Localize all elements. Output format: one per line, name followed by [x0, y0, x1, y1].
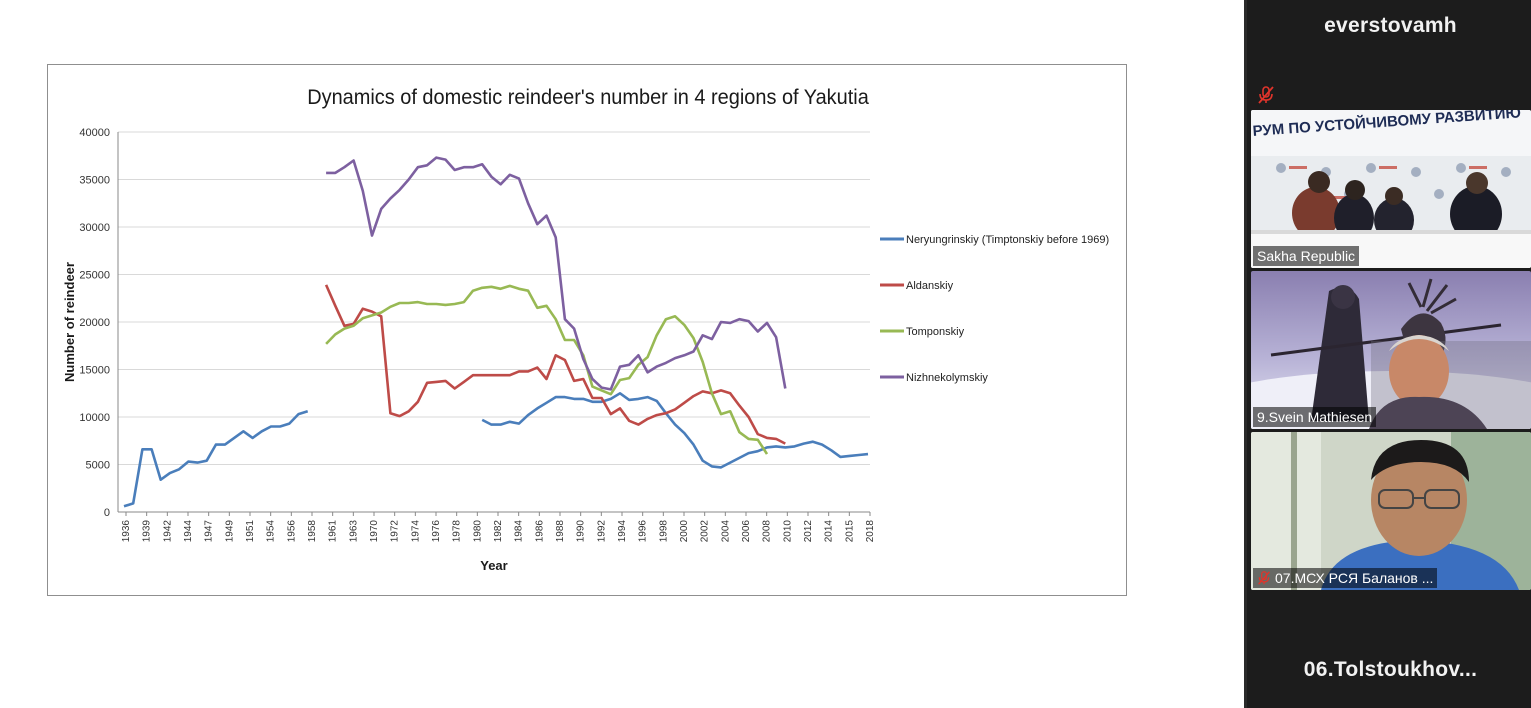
- video-feed: РУМ ПО УСТОЙЧИВОМУ РАЗВИТИЮ: [1251, 110, 1531, 268]
- chart-title: Dynamics of domestic reindeer's number i…: [307, 86, 869, 110]
- y-tick-label: 10000: [79, 412, 110, 424]
- y-tick-label: 25000: [79, 270, 110, 282]
- x-tick-label: 1939: [142, 520, 153, 543]
- legend-label: Nizhnekolymskiy: [906, 372, 988, 384]
- x-tick-label: 1994: [617, 520, 628, 543]
- x-tick-label: 1978: [452, 520, 463, 543]
- x-tick-label: 1996: [638, 520, 649, 543]
- x-tick-label: 2000: [679, 520, 690, 543]
- series-line-nizhnekolymskiy: [326, 156, 787, 391]
- participant-tile-svein-mathiesen[interactable]: 9.Svein Mathiesen: [1251, 271, 1531, 429]
- x-tick-label: 1976: [431, 520, 442, 543]
- x-tick-label: 2008: [762, 520, 773, 543]
- participant-name: 07.МСХ РСЯ Баланов ...: [1253, 568, 1438, 588]
- video-feed: [1251, 432, 1531, 590]
- y-axis-title: Number of reindeer: [62, 262, 77, 382]
- x-tick-label: 1998: [658, 520, 669, 543]
- x-axis-title: Year: [480, 558, 507, 573]
- x-tick-label: 1961: [328, 520, 339, 543]
- x-tick-label: 2014: [824, 520, 835, 543]
- x-tick-label: 1954: [266, 520, 277, 543]
- shared-screen: 0 5000 10000 15000 20000 25000 30000 35000 40000…: [47, 64, 1127, 596]
- video-feed: [1251, 271, 1531, 429]
- muted-mic-icon: [1258, 86, 1274, 104]
- y-tick-label: 0: [104, 507, 110, 519]
- x-tick-label: 1936: [121, 520, 132, 543]
- participant-tile-sakha-republic[interactable]: РУМ ПО УСТОЙЧИВОМУ РАЗВИТИЮ Sakha Republ…: [1251, 110, 1531, 268]
- y-tick-label: 20000: [79, 317, 110, 329]
- y-tick-label: 5000: [86, 460, 110, 472]
- participants-panel: everstovamh РУМ ПО УСТОЙЧИВОМУ РАЗВИТИЮ: [1244, 0, 1531, 708]
- participant-name-text: Sakha Republic: [1257, 248, 1356, 264]
- legend-label: Tomponskiy: [906, 326, 965, 338]
- x-tick-label: 1984: [514, 520, 525, 543]
- x-tick-label: 1956: [286, 520, 297, 543]
- participant-name-text: 07.МСХ РСЯ Баланов ...: [1275, 570, 1434, 586]
- muted-mic-icon: [1258, 571, 1270, 585]
- legend-label: Aldanskiy: [906, 280, 954, 292]
- y-tick-label: 40000: [79, 127, 110, 139]
- host-name: everstovamh: [1324, 14, 1457, 37]
- x-tick-label: 1988: [555, 520, 566, 543]
- y-tick-label: 35000: [79, 175, 110, 187]
- x-tick-label: 1990: [576, 520, 587, 543]
- series-line-aldanskiy: [324, 284, 786, 445]
- legend-label: Neryungrinskiy (Timptonskiy before 1969): [906, 234, 1109, 246]
- x-tick-label: 2010: [782, 520, 793, 543]
- participant-name: 9.Svein Mathiesen: [1253, 407, 1377, 427]
- line-chart: 0 5000 10000 15000 20000 25000 30000 35000 40000…: [62, 86, 1109, 573]
- x-tick-label: 2012: [803, 520, 814, 543]
- active-speaker-name: 06.Tolstoukhov...: [1303, 658, 1478, 681]
- x-tick-label: 1992: [596, 520, 607, 543]
- series-line-tomponskiy: [325, 284, 769, 455]
- y-tick-label: 30000: [79, 222, 110, 234]
- x-tick-label: 2006: [741, 520, 752, 543]
- x-tick-label: 1980: [472, 520, 483, 543]
- participant-name: Sakha Republic: [1253, 246, 1360, 266]
- participant-tile-balanov[interactable]: 07.МСХ РСЯ Баланов ...: [1251, 432, 1531, 590]
- x-tick-label: 2018: [865, 520, 876, 543]
- chart-container: 0 5000 10000 15000 20000 25000 30000 35000 40000…: [47, 64, 1127, 596]
- x-tick-label: 1986: [534, 520, 545, 543]
- x-tick-label: 1958: [307, 520, 318, 543]
- x-tick-label: 1970: [369, 520, 380, 543]
- x-tick-label: 1951: [245, 520, 256, 543]
- x-tick-label: 2002: [700, 520, 711, 543]
- x-tick-label: 2004: [720, 520, 731, 543]
- x-tick-label: 1942: [162, 520, 173, 543]
- participant-name-text: 9.Svein Mathiesen: [1257, 409, 1373, 425]
- x-tick-label: 1974: [410, 520, 421, 543]
- series-line-neryungrinskiy: [123, 392, 869, 508]
- y-tick-label: 15000: [79, 365, 110, 377]
- x-tick-label: 1982: [493, 520, 504, 543]
- x-tick-label: 1972: [390, 520, 401, 543]
- x-tick-label: 1963: [348, 520, 359, 543]
- x-tick-label: 1949: [224, 520, 235, 543]
- x-tick-label: 1947: [204, 520, 215, 543]
- x-tick-label: 2015: [844, 520, 855, 543]
- x-tick-label: 1944: [183, 520, 194, 543]
